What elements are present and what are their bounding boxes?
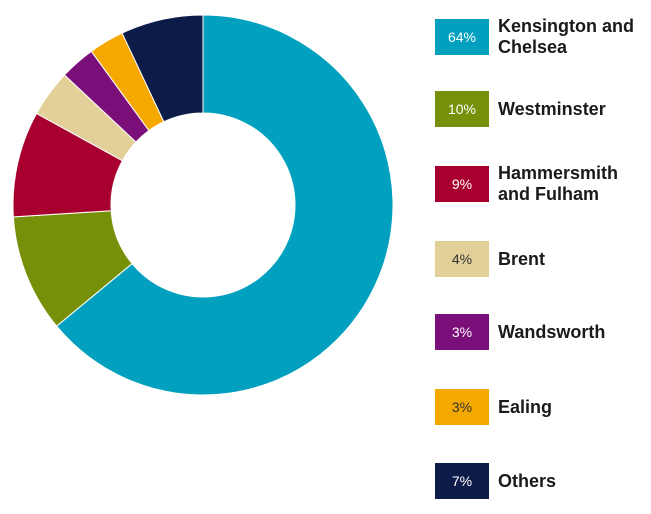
donut-slice-others: [121, 14, 204, 123]
legend-label-ealing: Ealing: [498, 396, 553, 417]
legend-item-kensington-and-chelsea: 64% Kensington and Chelsea: [435, 4, 651, 64]
legend-swatch-brent: 4%: [435, 241, 489, 277]
legend-item-others: 7% Others: [435, 448, 651, 508]
donut-slice-kensington-and-chelsea: [55, 14, 394, 396]
legend-label-others: Others: [498, 470, 557, 491]
chart-legend: 64% Kensington and Chelsea 10% Westminst…: [435, 0, 651, 499]
legend-item-hammersmith-and-fulham: 9% Hammersmith and Fulham: [435, 151, 651, 211]
legend-swatch-hammersmith-and-fulham: 9%: [435, 166, 489, 202]
legend-item-wandsworth: 3% Wandsworth: [435, 299, 651, 359]
legend-label-wandsworth: Wandsworth: [498, 321, 606, 342]
legend-swatch-others: 7%: [435, 463, 489, 499]
donut-chart: [12, 14, 394, 396]
legend-swatch-wandsworth: 3%: [435, 314, 489, 350]
legend-label-hammersmith-and-fulham: Hammersmith and Fulham: [498, 163, 619, 204]
legend-item-westminster: 10% Westminster: [435, 76, 651, 136]
legend-label-brent: Brent: [498, 248, 546, 269]
legend-swatch-ealing: 3%: [435, 389, 489, 425]
legend-swatch-kensington-and-chelsea: 64%: [435, 19, 489, 55]
legend-item-brent: 4% Brent: [435, 226, 651, 286]
legend-label-kensington-and-chelsea: Kensington and Chelsea: [498, 16, 634, 57]
legend-label-westminster: Westminster: [498, 98, 606, 119]
legend-item-ealing: 3% Ealing: [435, 374, 651, 434]
legend-swatch-westminster: 10%: [435, 91, 489, 127]
